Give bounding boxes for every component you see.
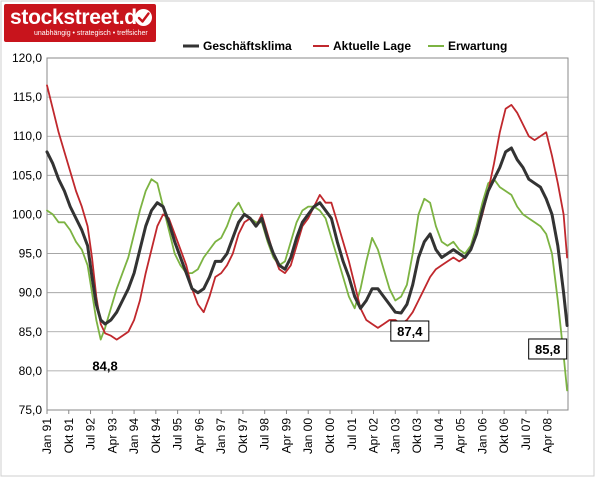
series-line-3 [46, 178, 568, 392]
series-line-1 [45, 146, 569, 327]
legend-label: Aktuelle Lage [333, 39, 411, 53]
x-tick-label: Jul 01 [345, 418, 359, 450]
x-tick-label: Jul 04 [432, 418, 446, 450]
y-tick-label: 110,0 [13, 129, 42, 143]
annotation-box [528, 338, 568, 360]
legend-label: Geschäftsklima [203, 39, 292, 53]
x-tick-label: Apr 05 [454, 418, 468, 454]
series-line-2 [46, 84, 568, 341]
legend-label: Erwartung [448, 39, 507, 53]
y-tick-label: 120,0 [12, 51, 42, 65]
y-tick-label: 80,0 [19, 364, 43, 378]
x-tick-label: Jan 00 [301, 418, 315, 454]
x-tick-label: Okt 97 [236, 418, 250, 454]
x-tick-label: Jan 91 [40, 418, 54, 454]
y-tick-label: 100,0 [12, 207, 42, 221]
checkmark-icon [135, 9, 152, 26]
series-lines [45, 84, 569, 392]
x-tick-label: Okt 91 [62, 418, 76, 454]
x-tick-label: Jan 94 [127, 418, 141, 454]
x-tick-label: Apr 93 [105, 418, 119, 454]
annotation-box [390, 320, 430, 342]
x-tick-label: Jan 06 [475, 418, 489, 454]
x-tick-label: Apr 96 [192, 418, 206, 454]
gridlines [46, 57, 569, 411]
stockstreet-logo: stockstreet.de unabhängig • strategisch … [4, 4, 156, 42]
x-tick-label: Okt 94 [149, 418, 163, 454]
x-tick-label: Okt 03 [410, 418, 424, 454]
x-tick-label: Okt 06 [497, 418, 511, 454]
logo-tagline: unabhängig • strategisch • treffsicher [34, 30, 148, 37]
x-tick-label: Jul 98 [258, 418, 272, 450]
y-axis: 120,0 115,0 110,0 105,0 100,0 95,0 90,0 85,0 80,… [12, 51, 42, 417]
y-tick-label: 105,0 [12, 168, 42, 182]
x-tick-label: Apr 99 [279, 418, 293, 454]
x-tick-label: Apr 08 [541, 418, 555, 454]
x-tick-label: Apr 02 [367, 418, 381, 454]
annotation-label: 85,8 [535, 342, 560, 357]
x-tick-label: Jul 07 [519, 418, 533, 450]
y-tick-label: 115,0 [13, 90, 42, 104]
x-tick-label: Jul 92 [84, 418, 98, 450]
x-axis: Jan 91 Okt 91 Jul 92 Apr 93 Jan 94 Okt 94 Jul … [40, 410, 555, 454]
annotation-label: 84,8 [92, 358, 117, 373]
annotation-label: 87,4 [397, 324, 423, 339]
x-tick-label: Jan 03 [388, 418, 402, 454]
x-tick-label: Jan 97 [214, 418, 228, 454]
y-tick-label: 85,0 [19, 325, 43, 339]
x-tick-label: Okt 00 [323, 418, 337, 454]
y-tick-label: 95,0 [19, 247, 43, 261]
plot-area [46, 57, 569, 411]
y-tick-label: 90,0 [19, 286, 43, 300]
annotations: 84,8 87,4 85,8 [92, 320, 568, 373]
x-tick-label: Jul 95 [171, 418, 185, 450]
y-tick-label: 75,0 [19, 403, 43, 417]
legend: Geschäftsklima Aktuelle Lage Erwartung [183, 39, 507, 53]
logo-name: stockstreet.de [10, 6, 149, 29]
